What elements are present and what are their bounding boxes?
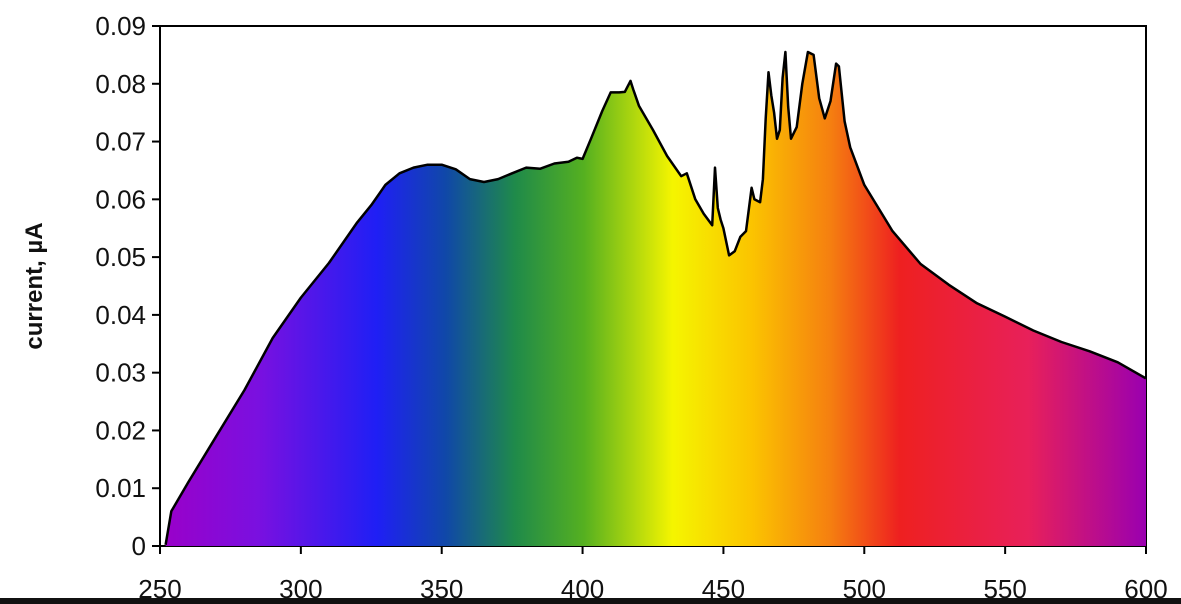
- y-tick-label: 0.02: [95, 415, 146, 445]
- bottom-edge-bar: [0, 598, 1181, 604]
- y-tick-label: 0.01: [95, 473, 146, 503]
- y-axis-title: current, µA: [21, 222, 48, 349]
- y-tick-label: 0.06: [95, 184, 146, 214]
- y-tick-label: 0.07: [95, 127, 146, 157]
- y-tick-label: 0.09: [95, 11, 146, 41]
- y-tick-label: 0.08: [95, 69, 146, 99]
- series-0-area: [165, 52, 1147, 546]
- y-tick-label: 0.03: [95, 358, 146, 388]
- series-0-line: [164, 50, 1147, 546]
- y-tick-label: 0.05: [95, 242, 146, 272]
- y-tick-label: 0: [132, 531, 146, 561]
- y-tick-label: 0.04: [95, 300, 146, 330]
